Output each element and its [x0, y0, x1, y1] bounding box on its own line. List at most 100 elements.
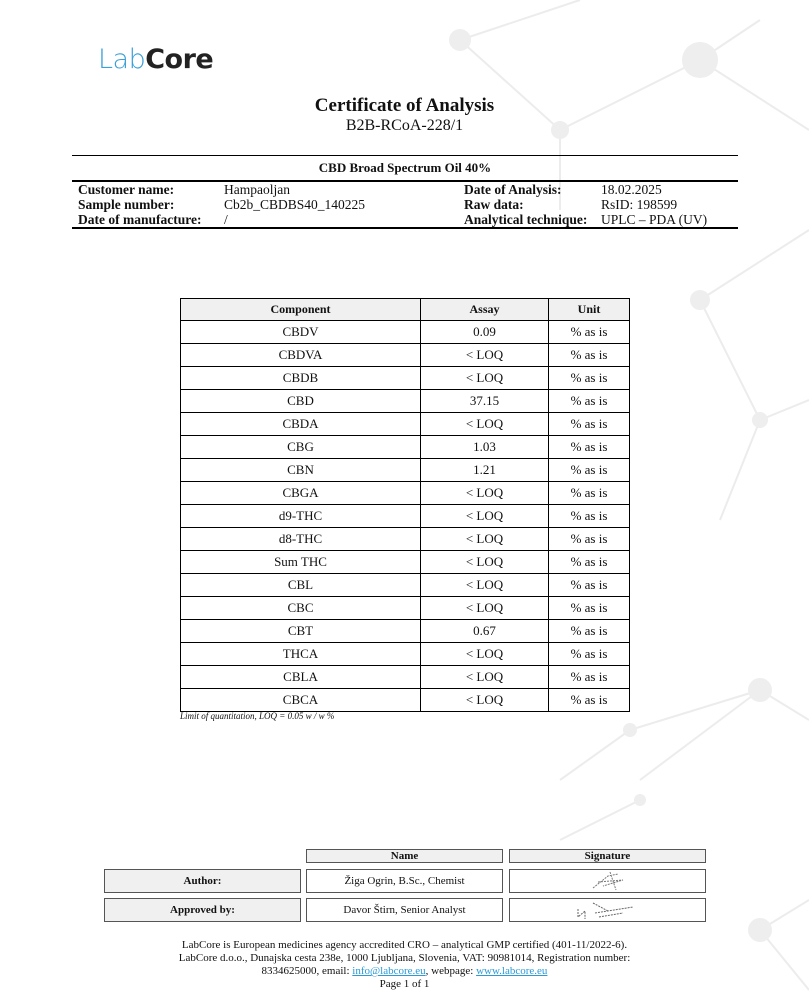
signature-header: Signature	[509, 849, 706, 863]
cell-assay: < LOQ	[420, 642, 549, 666]
cell-component: d8-THC	[180, 527, 421, 551]
cell-component: CBLA	[180, 665, 421, 689]
author-name: Žiga Ogrin, B.Sc., Chemist	[306, 869, 503, 893]
cell-unit: % as is	[548, 688, 630, 712]
table-row: CBG 1.03% as is	[180, 435, 630, 459]
cell-component: CBGA	[180, 481, 421, 505]
info-values-left: Hampaoljan Cb2b_CBDBS40_140225 /	[224, 182, 365, 227]
cell-component: THCA	[180, 642, 421, 666]
approved-label: Approved by:	[104, 898, 301, 922]
author-signature	[509, 869, 706, 893]
cell-unit: % as is	[548, 389, 630, 413]
table-row: CBDV 0.09% as is	[180, 320, 630, 344]
author-label: Author:	[104, 869, 301, 893]
cell-component: CBD	[180, 389, 421, 413]
divider	[72, 180, 738, 182]
cell-unit: % as is	[548, 343, 630, 367]
table-row: CBDVA < LOQ% as is	[180, 343, 630, 367]
cell-component: Sum THC	[180, 550, 421, 574]
email-link[interactable]: info@labcore.eu	[352, 965, 426, 977]
cell-component: CBCA	[180, 688, 421, 712]
footer: LabCore is European medicines agency acc…	[0, 939, 809, 991]
sample-number: Cb2b_CBDBS40_140225	[224, 197, 366, 212]
cell-assay: 0.09	[420, 320, 549, 344]
cell-assay: < LOQ	[420, 366, 549, 390]
cell-unit: % as is	[548, 320, 630, 344]
website-link[interactable]: www.labcore.eu	[476, 965, 548, 977]
cell-component: CBDV	[180, 320, 421, 344]
cell-assay: < LOQ	[420, 596, 549, 620]
page-number: Page 1 of 1	[379, 978, 430, 990]
table-row: CBC < LOQ% as is	[180, 596, 630, 620]
cell-assay: < LOQ	[420, 481, 549, 505]
cell-component: d9-THC	[180, 504, 421, 528]
cell-assay: < LOQ	[420, 573, 549, 597]
cell-assay: < LOQ	[420, 550, 549, 574]
signature-image	[592, 871, 623, 891]
cell-assay: < LOQ	[420, 665, 549, 689]
table-row: CBDB < LOQ% as is	[180, 366, 630, 390]
analysis-date: 18.02.2025	[601, 182, 662, 197]
table-row: CBD 37.15% as is	[180, 389, 630, 413]
cell-unit: % as is	[548, 573, 630, 597]
cell-unit: % as is	[548, 550, 630, 574]
raw-data: RsID: 198599	[601, 197, 678, 212]
cell-unit: % as is	[548, 412, 630, 436]
table-row: CBT 0.67% as is	[180, 619, 630, 643]
table-row: CBGA < LOQ% as is	[180, 481, 630, 505]
customer-name: Hampaoljan	[224, 182, 290, 197]
cell-component: CBG	[180, 435, 421, 459]
cell-unit: % as is	[548, 642, 630, 666]
divider	[72, 155, 738, 156]
table-row: CBN 1.21% as is	[180, 458, 630, 482]
certificate-number: B2B-RCoA-228/1	[345, 117, 464, 134]
divider	[72, 227, 738, 229]
table-row: CBL < LOQ% as is	[180, 573, 630, 597]
cell-assay: < LOQ	[420, 504, 549, 528]
info-labels-left: Customer name: Sample number: Date of ma…	[78, 182, 202, 227]
header-assay: Assay	[420, 298, 549, 321]
table-row: CBCA < LOQ% as is	[180, 688, 630, 712]
header-unit: Unit	[548, 298, 630, 321]
cell-component: CBDVA	[180, 343, 421, 367]
cell-assay: 1.03	[420, 435, 549, 459]
cell-assay: 0.67	[420, 619, 549, 643]
labcore-logo: LabCore	[98, 44, 214, 75]
table-row: Sum THC < LOQ% as is	[180, 550, 630, 574]
approved-name: Davor Štirn, Senior Analyst	[306, 898, 503, 922]
cell-unit: % as is	[548, 366, 630, 390]
info-labels-right: Date of Analysis: Raw data: Analytical t…	[464, 182, 588, 227]
analytical-technique: UPLC – PDA (UV)	[601, 212, 708, 227]
cell-assay: < LOQ	[420, 688, 549, 712]
table-row: THCA < LOQ% as is	[180, 642, 630, 666]
cell-unit: % as is	[548, 596, 630, 620]
product-name: CBD Broad Spectrum Oil 40%	[318, 160, 492, 175]
cell-component: CBC	[180, 596, 421, 620]
table-row: d8-THC < LOQ% as is	[180, 527, 630, 551]
name-header: Name	[306, 849, 503, 863]
signature-image	[577, 902, 633, 919]
page-title: Certificate of Analysis	[314, 95, 495, 116]
cell-assay: < LOQ	[420, 343, 549, 367]
cell-assay: < LOQ	[420, 412, 549, 436]
table-row: CBDA < LOQ% as is	[180, 412, 630, 436]
table-row: CBLA < LOQ% as is	[180, 665, 630, 689]
cell-assay: 1.21	[420, 458, 549, 482]
cell-unit: % as is	[548, 481, 630, 505]
manufacture-date: /	[224, 212, 228, 227]
approved-signature	[509, 898, 706, 922]
assay-table: Component Assay Unit CBDV 0.09% as is CBDV…	[180, 298, 630, 712]
cell-component: CBDB	[180, 366, 421, 390]
cell-unit: % as is	[548, 435, 630, 459]
cell-component: CBT	[180, 619, 421, 643]
cell-component: CBN	[180, 458, 421, 482]
cell-component: CBL	[180, 573, 421, 597]
header-component: Component	[180, 298, 421, 321]
cell-unit: % as is	[548, 458, 630, 482]
table-row: d9-THC < LOQ% as is	[180, 504, 630, 528]
info-values-right: 18.02.2025 RsID: 198599 UPLC – PDA (UV)	[601, 182, 707, 227]
cell-unit: % as is	[548, 619, 630, 643]
loq-note: Limit of quantitation, LOQ = 0.05 w / w …	[180, 711, 335, 721]
cell-assay: 37.15	[420, 389, 549, 413]
